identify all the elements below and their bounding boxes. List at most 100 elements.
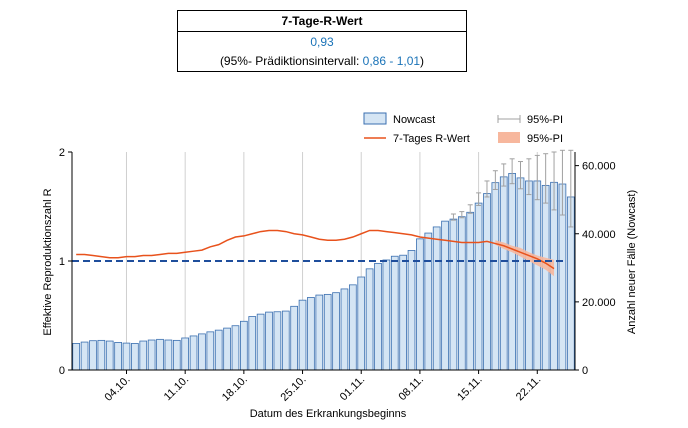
nowcast-bar <box>349 284 357 371</box>
nowcast-bar <box>432 226 441 371</box>
nowcast-error-bar <box>501 163 507 187</box>
nowcast-bar <box>240 320 248 371</box>
nowcast-bar <box>357 276 366 371</box>
nowcast-bar <box>156 338 164 371</box>
nowcast-error-bar <box>518 161 524 190</box>
nowcast-bar <box>265 311 273 371</box>
nowcast-error-bar <box>526 158 532 196</box>
nowcast-bar <box>525 180 533 371</box>
nowcast-bar <box>290 305 298 371</box>
nowcast-bar <box>399 254 407 371</box>
nowcast-bar <box>97 339 106 371</box>
nowcast-error-bar <box>559 149 565 216</box>
nowcast-error-bar <box>492 170 498 190</box>
prediction-interval-range: 0,86 - 1,01 <box>362 54 421 68</box>
legend: Nowcast 7-Tages R-Wert 95%-PI 95%-PI <box>363 112 563 145</box>
nowcast-bar <box>541 184 550 371</box>
nowcast-bar <box>365 268 374 371</box>
nowcast-error-bar <box>467 204 473 214</box>
nowcast-bar <box>441 220 449 371</box>
nowcast-bar <box>315 294 324 371</box>
nowcast-bar <box>172 339 181 371</box>
x-axis-label: Datum des Erkrankungsbeginns <box>250 408 407 420</box>
nowcast-bar <box>424 232 433 371</box>
x-tick-label: 01.11. <box>338 374 368 404</box>
x-tick-label: 15.11. <box>455 374 485 404</box>
prediction-interval-prefix: (95%- Prädiktionsintervall: <box>219 54 363 68</box>
nowcast-bar <box>273 311 282 371</box>
nowcast-error-bars <box>450 149 574 228</box>
x-axis-ticks: 04.10. 11.10. 18.10. 25.10. 01.11. 08.11. 15.1… <box>102 370 543 404</box>
nowcast-error-bar <box>568 149 574 228</box>
nowcast-bar <box>105 340 114 371</box>
x-tick-label: 04.10. <box>102 374 132 404</box>
y-left-ticks: 0 1 2 <box>59 147 72 377</box>
r-value: 0,93 <box>310 35 334 49</box>
r-7day-line <box>76 229 555 270</box>
nowcast-bar <box>198 333 206 371</box>
r-pi-band <box>495 240 555 277</box>
legend-pi-band-swatch <box>498 132 520 143</box>
nowcast-bar <box>89 340 97 371</box>
nowcast-bar <box>189 335 198 371</box>
nowcast-bar <box>307 297 315 371</box>
r-line <box>76 229 555 270</box>
legend-pi-errorbar-swatch <box>497 115 521 123</box>
y-right-tick-label: 20.000 <box>582 297 616 309</box>
legend-nowcast-label: Nowcast <box>393 114 435 126</box>
nowcast-bar <box>181 337 190 371</box>
nowcast-bar <box>533 180 542 371</box>
nowcast-bar <box>298 299 307 371</box>
nowcast-bar <box>340 288 349 371</box>
nowcast-bar <box>466 211 475 371</box>
nowcast-bar <box>72 343 81 371</box>
nowcast-bar <box>231 325 240 371</box>
nowcast-error-bar <box>450 213 456 221</box>
nowcast-bars <box>72 173 575 371</box>
x-tick-label: 22.11. <box>514 374 544 404</box>
x-tick-label: 08.11. <box>396 374 426 404</box>
axes <box>71 152 576 371</box>
y-left-tick-label: 0 <box>59 365 65 377</box>
nowcast-bar <box>248 316 257 371</box>
nowcast-error-bar <box>543 153 549 204</box>
nowcast-bar <box>214 329 223 371</box>
nowcast-bar <box>407 250 416 371</box>
y-left-axis-label: Effektive Reproduktionszahl R <box>42 188 54 335</box>
nowcast-bar <box>114 342 122 371</box>
r-pi-band-area <box>495 240 555 277</box>
nowcast-bar <box>164 339 173 371</box>
nowcast-bar <box>131 343 139 371</box>
nowcast-bar <box>281 310 290 371</box>
prediction-interval-suffix: ) <box>420 54 425 68</box>
nowcast-bar <box>390 255 399 371</box>
nowcast-bar <box>374 262 382 371</box>
legend-nowcast-swatch <box>363 112 387 125</box>
y-right-tick-label: 60.000 <box>582 161 616 173</box>
y-right-axis-label: Anzahl neuer Fälle (Nowcast) <box>626 190 638 334</box>
nowcast-bar <box>474 202 483 371</box>
nowcast-error-bar <box>459 211 465 219</box>
nowcast-bar <box>80 341 89 371</box>
x-tick-label: 18.10. <box>220 374 250 404</box>
nowcast-bar <box>223 327 231 371</box>
nowcast-bar <box>499 176 508 371</box>
legend-r7-label: 7-Tages R-Wert <box>393 133 470 145</box>
nowcast-bar <box>516 177 525 371</box>
nowcast-bar <box>508 173 516 371</box>
nowcast-bar <box>457 216 466 371</box>
nowcast-bar <box>147 339 156 371</box>
y-right-tick-label: 0 <box>582 365 588 377</box>
nowcast-error-bar <box>476 192 482 206</box>
nowcast-bar <box>323 293 332 371</box>
y-right-ticks: 0 20.000 40.000 60.000 <box>575 161 616 377</box>
nowcast-error-bar <box>484 180 490 198</box>
x-tick-label: 25.10. <box>279 374 309 404</box>
nowcast-error-bar <box>534 154 540 201</box>
nowcast-bar <box>416 238 424 371</box>
nowcast-bar <box>206 331 215 371</box>
r-value-box: 7-Tage-R-Wert 0,93 (95%- Prädiktionsinte… <box>177 10 467 72</box>
nowcast-error-bar <box>509 158 515 185</box>
nowcast-bar <box>332 292 340 371</box>
